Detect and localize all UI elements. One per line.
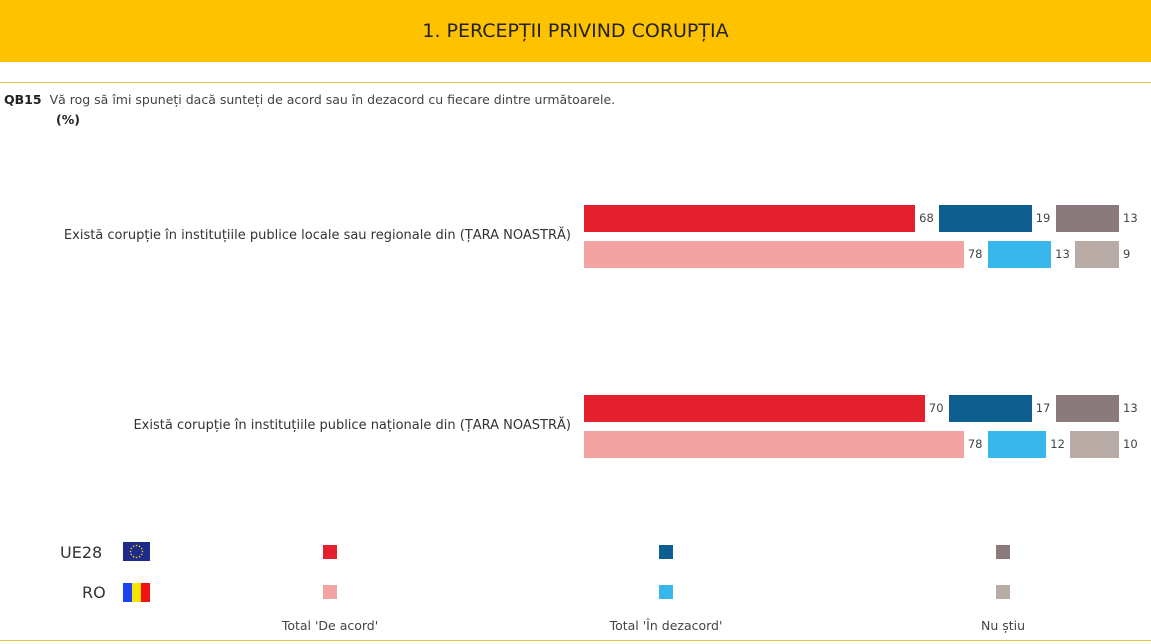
legend-swatch-ue28-disagree [659, 545, 673, 559]
legend-swatch-ue28-dont-know [996, 545, 1010, 559]
item-label: Există corupție în instituțiile publice … [133, 418, 571, 433]
data-label: 13 [1055, 247, 1070, 261]
unit-label: (%) [56, 112, 80, 127]
bar-ro-dont-know [1075, 241, 1119, 268]
romania-flag-icon [123, 583, 150, 602]
bar-ro-disagree [987, 241, 1052, 268]
eu-flag-icon [123, 542, 150, 561]
bar-ro-agree [584, 241, 964, 268]
bar-ro-dont-know [1070, 431, 1119, 458]
bar-ue28-disagree [948, 395, 1032, 422]
data-label: 10 [1123, 437, 1138, 451]
legend-label: Total 'De acord' [281, 618, 379, 633]
data-label: 68 [919, 211, 934, 225]
question-text: Vă rog să îmi spuneți dacă sunteți de ac… [49, 92, 616, 107]
legend-swatch-ro-agree [323, 585, 337, 599]
divider [0, 82, 1151, 83]
bar-ue28-disagree [939, 205, 1032, 232]
data-label: 17 [1035, 401, 1051, 415]
data-label: 12 [1050, 437, 1065, 451]
question-code: QB15 [4, 92, 42, 107]
section-header: 1. PERCEPȚII PRIVIND CORUPȚIA [0, 0, 1151, 62]
legend-swatch-ue28-agree [323, 545, 337, 559]
question: QB15 Vă rog să îmi spuneți dacă sunteți d… [4, 92, 615, 107]
data-label: 13 [1123, 401, 1138, 415]
legend-group-ue28: UE28 [60, 543, 103, 562]
bar-ro-agree [584, 431, 964, 458]
legend-label: Total 'În dezacord' [609, 618, 723, 633]
legend-swatch-ro-dont-know [996, 585, 1010, 599]
legend-label: Nu știu [980, 618, 1026, 633]
data-label: 78 [967, 247, 983, 261]
data-label: 9 [1123, 247, 1131, 261]
legend-group-ro: RO [82, 583, 106, 602]
legend-swatch-ro-disagree [659, 585, 673, 599]
bar-ro-disagree [987, 431, 1047, 458]
data-label: 13 [1123, 211, 1138, 225]
bar-ue28-dont-know [1055, 395, 1119, 422]
bar-ue28-agree [584, 395, 925, 422]
bar-ue28-agree [584, 205, 916, 232]
section-title: 1. PERCEPȚII PRIVIND CORUPȚIA [422, 20, 729, 42]
divider [0, 640, 1151, 641]
data-label: 70 [928, 401, 944, 415]
data-label: 78 [967, 437, 983, 451]
data-label: 19 [1035, 211, 1051, 225]
bar-ue28-dont-know [1055, 205, 1119, 232]
item-label: Există corupție în instituțiile publice … [63, 228, 571, 243]
